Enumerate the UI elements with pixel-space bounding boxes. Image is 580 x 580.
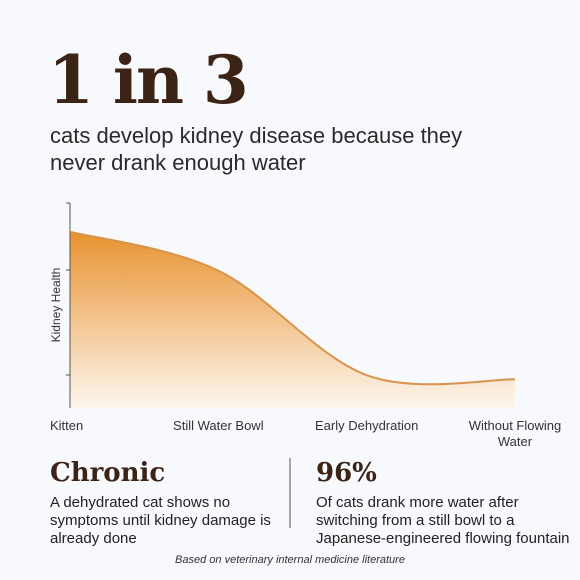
area — [70, 231, 515, 408]
stat: Chronic A dehydrated cat shows no sympto… — [50, 458, 280, 548]
x-tick-label: Early Dehydration — [314, 418, 419, 433]
y-axis-label: Kidney Health — [49, 268, 63, 343]
headline: 1 in 3 — [48, 41, 249, 119]
stat-headline: 96% — [316, 458, 377, 488]
footnote: Based on veterinary internal medicine li… — [175, 554, 405, 566]
line — [69, 230, 516, 386]
x-tick-label: Without Flowing Water — [468, 418, 562, 449]
stat-headline: Chronic — [50, 458, 166, 488]
stat-text: Of cats drank more water after switching… — [316, 494, 570, 547]
stat-text: A dehydrated cat shows no symptoms until… — [50, 494, 271, 547]
subtitle: cats develop kidney disease because they… — [50, 123, 463, 175]
x-tick-label: Still Water Bowl — [173, 418, 264, 433]
x-tick-label: Kitten — [50, 418, 84, 433]
stat: 96% Of cats drank more water after switc… — [316, 458, 578, 548]
